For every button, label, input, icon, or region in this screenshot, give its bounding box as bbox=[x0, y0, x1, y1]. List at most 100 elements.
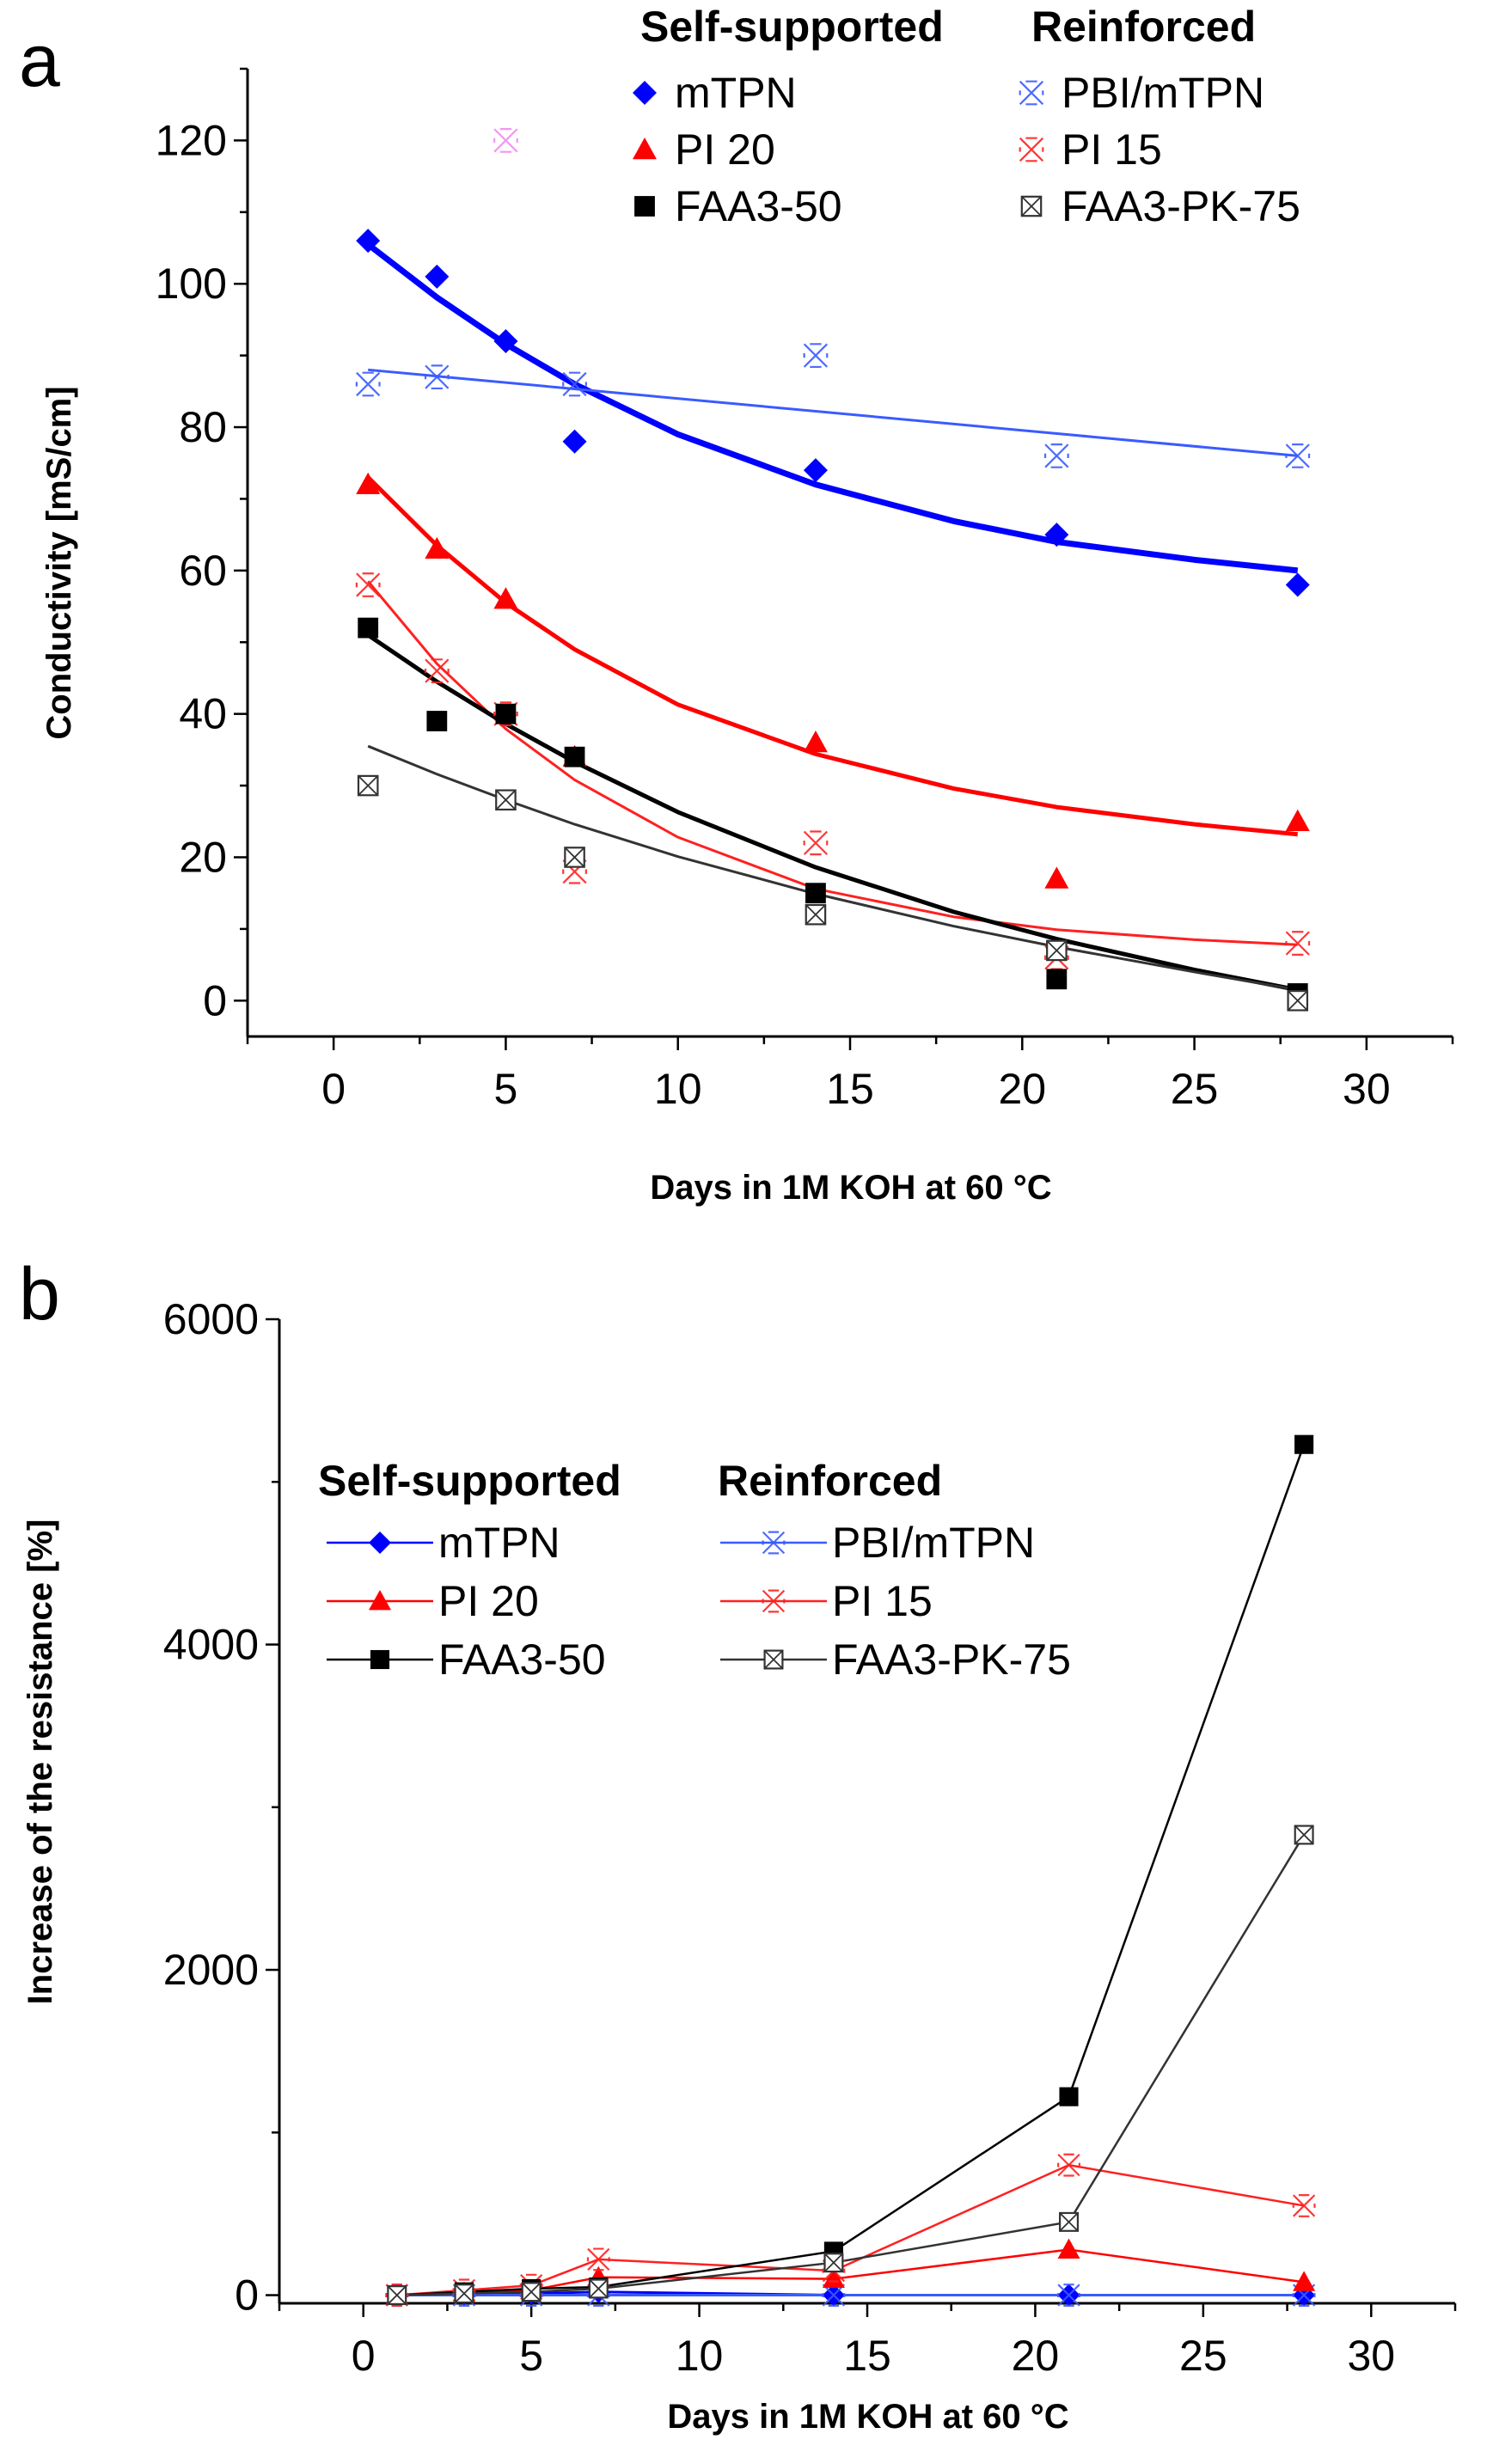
data-point-faa3-pk-75 bbox=[495, 789, 517, 811]
data-point-faa3-50 bbox=[426, 711, 448, 731]
data-point-faa3-pk-75 bbox=[454, 2284, 474, 2304]
data-point-faa3-pk-75 bbox=[1287, 989, 1309, 1012]
data-point-pbi-mtpn bbox=[424, 364, 450, 390]
legend-label-faa3-pk-75: FAA3-PK-75 bbox=[832, 1636, 1071, 1684]
x-tick-label: 0 bbox=[352, 2332, 376, 2380]
legend-label-pi-15: PI 15 bbox=[832, 1577, 933, 1625]
data-point-pi-15 bbox=[1057, 2153, 1080, 2177]
panel-a-axes: 0 5 10 15 20 25 30 0 20 40 60 80 100 120 bbox=[156, 67, 1454, 1113]
x-tick-label: 10 bbox=[676, 2332, 724, 2380]
data-point-pi-15 bbox=[586, 2247, 610, 2271]
legend-marker-pi-15 bbox=[1019, 137, 1044, 162]
data-point-mtpn bbox=[1285, 572, 1310, 597]
y-tick-label: 2000 bbox=[163, 1946, 259, 1994]
data-point-pi-15 bbox=[1285, 931, 1311, 956]
data-point-faa3-pk-75 bbox=[823, 2253, 844, 2273]
x-tick-label: 25 bbox=[1171, 1065, 1219, 1113]
data-point-pi-20 bbox=[1293, 2271, 1316, 2291]
legend-marker-mtpn bbox=[369, 1532, 391, 1554]
legend-group-title-self-supported: Self-supported bbox=[640, 3, 944, 51]
data-point-mtpn bbox=[1044, 523, 1069, 547]
legend-marker-mtpn bbox=[633, 81, 657, 105]
x-tick-label: 5 bbox=[494, 1065, 518, 1113]
fit-curve-pi-20 bbox=[366, 475, 1298, 837]
data-point-faa3-pk-75 bbox=[387, 2285, 407, 2306]
panel-b-y-axis-label: Increase of the resistance [%] bbox=[21, 1519, 59, 2005]
data-point-pbi-mtpn bbox=[1057, 2284, 1080, 2307]
panel-b-axes: 0 5 10 15 20 25 30 0 2000 4000 6000 bbox=[163, 1295, 1457, 2380]
panel-b-legend: Self-supported Reinforced mTPN PBI/mTPN PI 2… bbox=[318, 1457, 1071, 1684]
data-point-pi-20 bbox=[1057, 2238, 1080, 2259]
panel-b-x-axis-label: Days in 1M KOH at 60 °C bbox=[667, 2398, 1068, 2436]
data-point-faa3-pk-75 bbox=[564, 847, 585, 868]
data-point-faa3-50 bbox=[495, 703, 517, 725]
panel-a-y-axis-label: Conductivity [mS/cm] bbox=[40, 386, 78, 739]
data-point-pi-20 bbox=[1044, 866, 1069, 889]
data-point-pbi-mtpn bbox=[1043, 443, 1069, 468]
legend-marker-pbi-mtpn bbox=[1019, 80, 1044, 106]
data-point-pi-15 bbox=[1292, 2194, 1316, 2217]
fit-curve-pi-15 bbox=[367, 580, 1298, 946]
panel-a-legend: Self-supported Reinforced mTPN PBI/mTPN PI 2… bbox=[633, 3, 1300, 230]
legend-marker-pi-15 bbox=[762, 1589, 786, 1613]
data-point-faa3-pk-75 bbox=[588, 2278, 609, 2299]
legend-marker-pi-20 bbox=[369, 1590, 391, 1611]
x-tick-label: 15 bbox=[843, 2332, 891, 2380]
y-tick-label: 100 bbox=[156, 260, 227, 308]
x-tick-label: 15 bbox=[826, 1065, 874, 1113]
x-tick-label: 20 bbox=[998, 1065, 1046, 1113]
data-point-faa3-pk-75 bbox=[357, 774, 379, 797]
data-point-faa3-50 bbox=[1294, 1434, 1314, 1454]
panel-b-letter: b bbox=[19, 1253, 60, 1336]
data-point-pbi-mtpn bbox=[1285, 443, 1311, 468]
data-point-pi-20 bbox=[822, 2267, 845, 2289]
data-point-pi-15 bbox=[803, 830, 829, 856]
legend-marker-faa3-pk-75 bbox=[763, 1649, 784, 1670]
y-tick-label: 0 bbox=[235, 2271, 259, 2320]
legend-label-mtpn: mTPN bbox=[438, 1519, 560, 1567]
legend-label-pbi-mtpn: PBI/mTPN bbox=[832, 1519, 1035, 1567]
x-tick-label: 10 bbox=[654, 1065, 702, 1113]
data-point-faa3-50 bbox=[1046, 969, 1068, 990]
x-tick-label: 30 bbox=[1347, 2332, 1395, 2380]
y-tick-label: 80 bbox=[179, 403, 227, 451]
data-point-pbi-mtpn bbox=[355, 371, 381, 397]
panel-a-x-axis-label: Days in 1M KOH at 60 °C bbox=[650, 1169, 1051, 1207]
panel-b-chart: 0 5 10 15 20 25 30 0 2000 4000 6000 Self-supported… bbox=[21, 1295, 1457, 2436]
data-point-faa3-50 bbox=[564, 746, 585, 767]
fit-curve-mtpn bbox=[366, 242, 1299, 574]
x-tick-label: 30 bbox=[1343, 1065, 1391, 1113]
data-point-faa3-pk-75 bbox=[1046, 939, 1068, 962]
data-point-mtpn bbox=[356, 229, 381, 254]
y-tick-label: 0 bbox=[203, 976, 227, 1024]
legend-label-faa3-pk-75: FAA3-PK-75 bbox=[1062, 182, 1300, 230]
series-line-faa3-50 bbox=[396, 1444, 1306, 2296]
legend-marker-pbi-mtpn bbox=[762, 1531, 786, 1555]
panel-a-chart: 0 5 10 15 20 25 30 0 20 40 60 80 100 120 Self-support… bbox=[40, 3, 1454, 1207]
data-point-pbi-mtpn bbox=[493, 128, 518, 153]
legend-marker-faa3-50 bbox=[634, 196, 655, 217]
y-tick-label: 6000 bbox=[163, 1295, 259, 1343]
data-point-faa3-pk-75 bbox=[1294, 1825, 1314, 1845]
x-tick-label: 5 bbox=[519, 2332, 543, 2380]
x-tick-label: 20 bbox=[1012, 2332, 1060, 2380]
data-point-faa3-pk-75 bbox=[1059, 2211, 1080, 2232]
data-point-mtpn bbox=[562, 429, 587, 454]
fit-curve-pbi-mtpn bbox=[368, 368, 1298, 457]
data-point-pi-15 bbox=[424, 658, 450, 684]
data-point-pbi-mtpn bbox=[562, 371, 587, 397]
panel-a-data-points bbox=[355, 128, 1311, 1012]
legend-label-mtpn: mTPN bbox=[675, 69, 797, 117]
y-tick-label: 40 bbox=[179, 690, 227, 738]
fit-curve-faa3-50 bbox=[366, 633, 1299, 993]
legend-label-faa3-50: FAA3-50 bbox=[675, 182, 842, 230]
legend-label-pi-15: PI 15 bbox=[1062, 125, 1162, 174]
panel-b-lines bbox=[396, 1444, 1306, 2297]
data-point-faa3-50 bbox=[1059, 2087, 1079, 2106]
legend-marker-pi-20 bbox=[633, 138, 657, 160]
data-point-faa3-50 bbox=[805, 883, 826, 904]
data-point-mtpn bbox=[425, 264, 450, 289]
data-point-faa3-pk-75 bbox=[521, 2282, 542, 2302]
y-tick-label: 60 bbox=[179, 547, 227, 595]
legend-label-pbi-mtpn: PBI/mTPN bbox=[1062, 69, 1264, 117]
